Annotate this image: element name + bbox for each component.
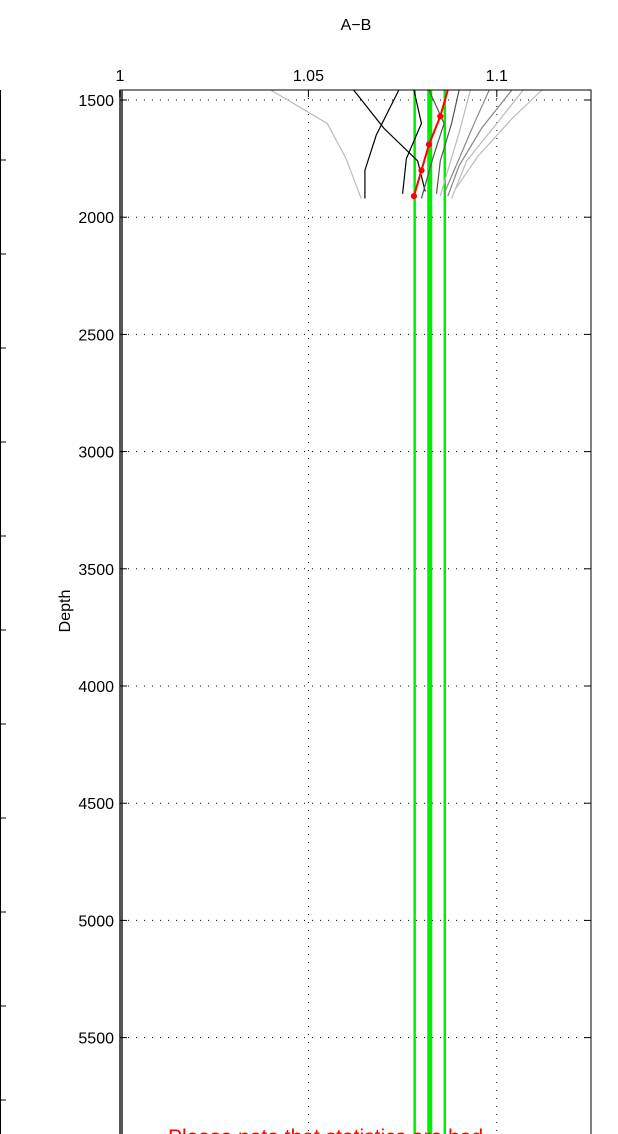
profile-line (451, 89, 524, 199)
y-tick-label: 2500 (78, 327, 114, 344)
profile-line (443, 89, 490, 194)
left-axis-spine (119, 90, 123, 1134)
y-tick-label: 3000 (78, 445, 114, 462)
axis-ticks: 1500 2000 2500 3000 3500 4000 4500 5000 5500 1 1.0… (78, 68, 591, 1048)
profile-line (454, 89, 543, 190)
statistics-note: Please note that statistics are bad (168, 1126, 483, 1134)
reference-lines (413, 90, 447, 1134)
mean-profile (410, 89, 449, 200)
y-tick-label: 5500 (78, 1031, 114, 1048)
profile-line (364, 89, 400, 199)
grid (120, 90, 591, 1134)
mean-profile-point (425, 141, 433, 148)
axes-frame (119, 89, 592, 1134)
profile-line (435, 89, 460, 194)
profile-line (447, 89, 513, 197)
y-tick-label: 4500 (78, 796, 114, 813)
profile-line (270, 89, 362, 199)
profile-line (439, 89, 472, 197)
profile-series (270, 89, 543, 199)
x-tick-label: 1.05 (293, 68, 324, 85)
y-tick-label: 1500 (78, 93, 114, 110)
profile-line (353, 89, 426, 192)
adjacent-panel-edge (0, 90, 6, 1134)
y-tick-label: 5000 (78, 913, 114, 930)
y-tick-label: 3500 (78, 562, 114, 579)
y-tick-label: 4000 (78, 679, 114, 696)
y-tick-label: 2000 (78, 210, 114, 227)
mean-profile-point (437, 113, 444, 120)
profile-line (420, 89, 445, 199)
mean-profile-point (410, 193, 418, 200)
mean-profile-point (418, 167, 425, 174)
chart-title: A−B (341, 17, 372, 34)
profile-line (402, 89, 423, 194)
x-tick-label: 1.1 (486, 68, 508, 85)
y-axis-label: Depth (57, 590, 74, 633)
x-tick-label: 1 (116, 68, 125, 85)
